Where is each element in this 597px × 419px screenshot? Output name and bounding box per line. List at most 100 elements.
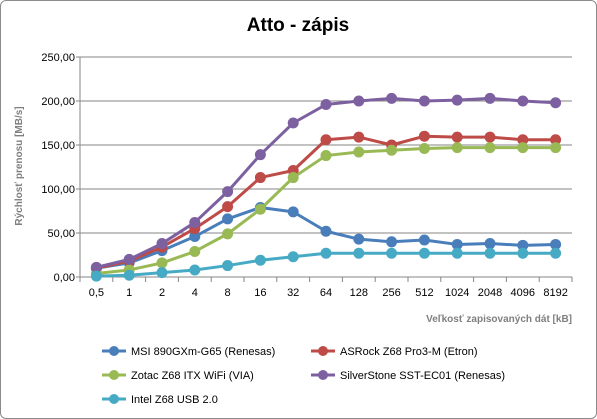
legend-label: Zotac Z68 ITX WiFi (VIA): [131, 370, 254, 382]
data-point: [418, 95, 430, 107]
data-point: [353, 131, 365, 143]
data-point: [156, 267, 168, 279]
x-tick-label: 1024: [445, 287, 469, 299]
data-point: [550, 142, 562, 154]
data-point: [451, 142, 463, 154]
data-point: [517, 95, 529, 107]
data-point: [222, 213, 234, 225]
data-point: [418, 247, 430, 259]
x-tick-label: 2048: [478, 287, 502, 299]
data-point: [287, 117, 299, 129]
data-point: [90, 270, 102, 282]
x-tick-label: 512: [415, 287, 433, 299]
x-tick-label: 32: [287, 287, 299, 299]
x-tick-label: 4096: [511, 287, 535, 299]
x-tick-label: 16: [254, 287, 266, 299]
data-point: [484, 131, 496, 143]
data-point: [451, 131, 463, 143]
data-point: [320, 225, 332, 237]
x-tick-label: 128: [350, 287, 368, 299]
data-point: [222, 228, 234, 240]
y-tick-label: 0,00: [54, 272, 75, 284]
data-point: [451, 247, 463, 259]
x-tick-label: 8: [225, 287, 231, 299]
data-point: [353, 247, 365, 259]
legend-label: ASRock Z68 Pro3-M (Etron): [340, 346, 478, 358]
data-point: [123, 269, 135, 281]
legend-marker: [109, 370, 119, 380]
data-point: [320, 150, 332, 162]
data-point: [320, 134, 332, 146]
y-tick-label: 250,00: [41, 52, 75, 64]
data-point: [254, 254, 266, 266]
data-point: [418, 143, 430, 155]
chart-title: Atto - zápis: [247, 15, 349, 36]
data-point: [386, 144, 398, 156]
data-point: [189, 245, 201, 257]
x-tick-labels: 0,5 1 2 4 8 16 32 64 128 256 512 1024 2048 4096 8192: [89, 287, 568, 299]
data-point: [517, 142, 529, 154]
data-point: [254, 149, 266, 161]
legend-item: ASRock Z68 Pro3-M (Etron): [311, 346, 478, 358]
data-point: [254, 172, 266, 184]
legend-label: MSI 890GXm-G65 (Renesas): [131, 346, 275, 358]
data-point: [484, 247, 496, 259]
data-point: [550, 247, 562, 259]
data-point: [222, 186, 234, 198]
legend-marker: [318, 346, 328, 356]
data-point: [353, 233, 365, 245]
series-5: [90, 247, 562, 282]
legend: MSI 890GXm-G65 (Renesas) ASRock Z68 Pro3-…: [102, 346, 505, 406]
legend-label: SilverStone SST-EC01 (Renesas): [340, 370, 505, 382]
data-point: [484, 92, 496, 104]
data-point: [386, 236, 398, 248]
data-point: [320, 247, 332, 259]
data-point: [287, 172, 299, 184]
data-point: [123, 253, 135, 265]
legend-marker: [109, 394, 119, 404]
legend-item: SilverStone SST-EC01 (Renesas): [311, 370, 505, 382]
data-point: [156, 238, 168, 250]
x-tick-label: 256: [382, 287, 400, 299]
data-point: [484, 238, 496, 250]
x-tick-label: 2: [159, 287, 165, 299]
y-tick-label: 100,00: [41, 184, 75, 196]
x-tick-label: 0,5: [89, 287, 104, 299]
data-point: [353, 146, 365, 158]
y-tick-label: 150,00: [41, 140, 75, 152]
data-point: [287, 251, 299, 263]
legend-item: Zotac Z68 ITX WiFi (VIA): [102, 370, 254, 382]
data-point: [484, 142, 496, 154]
data-point: [550, 97, 562, 109]
y-tick-label: 50,00: [47, 228, 75, 240]
data-point: [189, 264, 201, 276]
x-axis-label: Veľkosť zapisovaných dát [kB]: [426, 314, 572, 325]
series-4: [90, 92, 562, 273]
data-point: [386, 92, 398, 104]
data-point: [418, 130, 430, 142]
data-point: [254, 203, 266, 215]
data-point: [222, 201, 234, 213]
data-point: [320, 99, 332, 111]
data-point: [451, 94, 463, 106]
data-point: [222, 260, 234, 272]
data-point: [517, 247, 529, 259]
data-point: [287, 206, 299, 218]
y-tick-labels: 0,00 50,00 100,00 150,00 200,00 250,00: [41, 52, 75, 284]
data-point: [386, 247, 398, 259]
data-point: [418, 234, 430, 246]
series-group: [90, 92, 562, 282]
legend-item: Intel Z68 USB 2.0: [102, 394, 218, 406]
y-tick-label: 200,00: [41, 96, 75, 108]
data-point: [353, 95, 365, 107]
x-tick-label: 8192: [543, 287, 567, 299]
data-point: [156, 257, 168, 269]
legend-marker: [109, 346, 119, 356]
x-tick-label: 1: [126, 287, 132, 299]
data-point: [189, 216, 201, 228]
x-tick-label: 64: [320, 287, 332, 299]
x-tick-label: 4: [192, 287, 198, 299]
legend-label: Intel Z68 USB 2.0: [131, 394, 218, 406]
legend-item: MSI 890GXm-G65 (Renesas): [102, 346, 275, 358]
